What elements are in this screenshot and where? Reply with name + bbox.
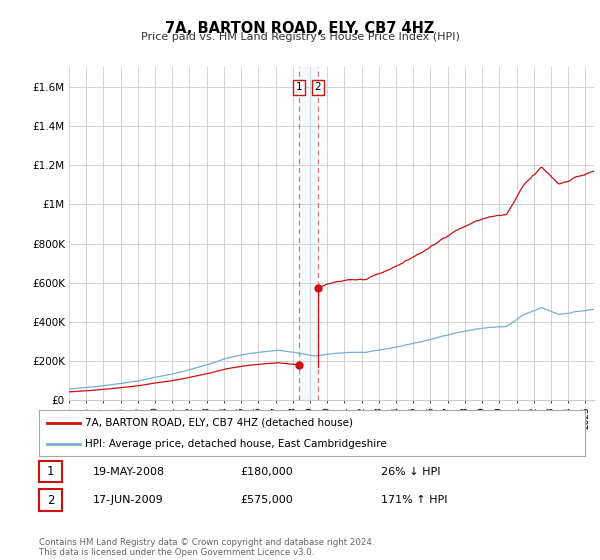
Text: Contains HM Land Registry data © Crown copyright and database right 2024.
This d: Contains HM Land Registry data © Crown c… bbox=[39, 538, 374, 557]
Text: 19-MAY-2008: 19-MAY-2008 bbox=[93, 466, 165, 477]
Bar bbox=[299, 67, 318, 400]
Text: Price paid vs. HM Land Registry's House Price Index (HPI): Price paid vs. HM Land Registry's House … bbox=[140, 32, 460, 43]
Text: £575,000: £575,000 bbox=[240, 495, 293, 505]
Text: £180,000: £180,000 bbox=[240, 466, 293, 477]
Text: 171% ↑ HPI: 171% ↑ HPI bbox=[381, 495, 448, 505]
Text: 7A, BARTON ROAD, ELY, CB7 4HZ: 7A, BARTON ROAD, ELY, CB7 4HZ bbox=[166, 21, 434, 36]
Text: 26% ↓ HPI: 26% ↓ HPI bbox=[381, 466, 440, 477]
Text: 1: 1 bbox=[47, 465, 54, 478]
Text: 7A, BARTON ROAD, ELY, CB7 4HZ (detached house): 7A, BARTON ROAD, ELY, CB7 4HZ (detached … bbox=[85, 418, 353, 428]
Text: HPI: Average price, detached house, East Cambridgeshire: HPI: Average price, detached house, East… bbox=[85, 439, 387, 449]
Text: 1: 1 bbox=[296, 82, 302, 92]
Text: 2: 2 bbox=[314, 82, 321, 92]
Text: 2: 2 bbox=[47, 493, 54, 507]
Text: 17-JUN-2009: 17-JUN-2009 bbox=[93, 495, 164, 505]
